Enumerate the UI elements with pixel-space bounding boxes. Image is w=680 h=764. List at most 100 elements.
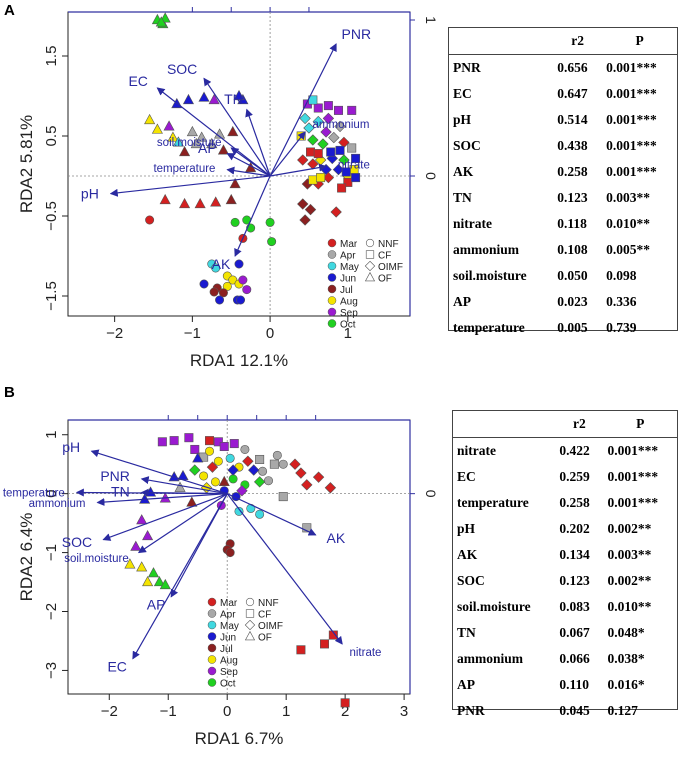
arrow-label: EC bbox=[128, 73, 147, 89]
data-point bbox=[299, 112, 311, 125]
y-tick-label: 1 bbox=[43, 431, 60, 439]
r2-cell: 0.258 bbox=[559, 495, 590, 510]
arrow-label: TN bbox=[224, 91, 243, 107]
data-point bbox=[229, 177, 241, 189]
legend-site-label: NNF bbox=[258, 598, 279, 609]
p-cell: 0.098 bbox=[606, 268, 637, 283]
y-axis-label: RDA2 5.81% bbox=[17, 115, 36, 213]
variable-cell: EC bbox=[457, 469, 476, 484]
data-point bbox=[330, 206, 342, 218]
data-point bbox=[267, 237, 277, 247]
data-point bbox=[227, 125, 239, 137]
data-point bbox=[229, 439, 239, 449]
data-point bbox=[253, 476, 266, 488]
data-point bbox=[322, 112, 335, 125]
data-point bbox=[167, 131, 179, 142]
table-row: PNR 0.656 0.001*** bbox=[449, 55, 677, 82]
arrow-AK bbox=[234, 175, 271, 257]
data-point bbox=[209, 287, 219, 297]
data-point bbox=[186, 125, 198, 137]
r2-cell: 0.656 bbox=[557, 60, 588, 75]
arrow-EC bbox=[156, 87, 271, 177]
header-cell bbox=[453, 411, 556, 438]
y-axis-label: RDA2 6.4% bbox=[17, 513, 36, 602]
p-cell: 0.739 bbox=[606, 320, 637, 335]
data-point bbox=[303, 122, 315, 134]
panel-a: A −2 −1 0 1 −1.5 −0.5 0.5 1.5 1 0 RDA1 12.1% RDA2 5… bbox=[4, 2, 678, 370]
r2-cell: 0.108 bbox=[557, 242, 588, 257]
variable-cell: nitrate bbox=[457, 443, 496, 458]
x-axis-label: RDA1 6.7% bbox=[195, 729, 284, 748]
arrow-label: temperature bbox=[3, 487, 65, 499]
data-point bbox=[189, 464, 201, 476]
variable-cell: temperature bbox=[457, 495, 529, 510]
data-point bbox=[172, 136, 184, 147]
variable-cell: TN bbox=[453, 190, 472, 205]
data-point bbox=[340, 698, 350, 708]
data-point bbox=[142, 529, 154, 541]
data-point bbox=[225, 548, 235, 558]
data-point bbox=[217, 144, 229, 155]
legend-site-label: OF bbox=[258, 633, 272, 644]
legend-site-label: OF bbox=[378, 274, 392, 285]
data-point bbox=[206, 461, 219, 473]
data-point bbox=[297, 154, 309, 166]
data-point bbox=[151, 123, 163, 134]
table-row: soil.moisture 0.083 0.010** bbox=[453, 594, 677, 620]
legend-site-label: OIMF bbox=[258, 621, 283, 632]
data-point bbox=[308, 175, 318, 185]
data-point bbox=[210, 477, 220, 487]
arrow-label: nitrate bbox=[349, 647, 381, 659]
r2-cell: 0.123 bbox=[559, 573, 590, 588]
legend-month-label: Jul bbox=[340, 285, 353, 296]
legend-month-label: Oct bbox=[220, 679, 236, 690]
p-cell: 0.005** bbox=[606, 242, 651, 257]
arrow-nitrate bbox=[226, 493, 343, 645]
legend-month-label: Jun bbox=[340, 274, 356, 285]
r2-cell: 0.045 bbox=[559, 703, 590, 718]
panel-b: B −2 −1 0 1 2 3 −3 −2 −1 0 1 0 RDA1 6.7% RDA2 6.4% pH t… bbox=[0, 382, 680, 764]
data-point bbox=[258, 466, 268, 476]
data-point bbox=[312, 471, 325, 483]
data-point bbox=[278, 459, 288, 469]
y-tick-label: −0.5 bbox=[43, 201, 60, 231]
variable-cell: AK bbox=[457, 547, 478, 562]
legend-swatch-jul bbox=[327, 284, 337, 294]
data-point bbox=[198, 91, 210, 102]
arrow-ammonium bbox=[269, 131, 306, 177]
arrow-label: AK bbox=[327, 530, 346, 546]
arrow-nitrate bbox=[269, 163, 328, 177]
legend-shape-of bbox=[364, 271, 376, 282]
data-point bbox=[302, 523, 312, 533]
table-row: soil.moisture 0.050 0.098 bbox=[449, 263, 677, 289]
x-tick-label: −1 bbox=[160, 703, 177, 720]
data-point bbox=[206, 137, 218, 149]
table-row: AK 0.258 0.001*** bbox=[449, 159, 677, 185]
data-point bbox=[328, 630, 338, 640]
r2-cell: 0.005 bbox=[557, 320, 588, 335]
arrow-label: SOC bbox=[62, 534, 92, 550]
r2-cell: 0.110 bbox=[559, 677, 589, 692]
arrow-EC bbox=[132, 493, 228, 660]
data-point bbox=[169, 436, 179, 446]
table-row: SOC 0.438 0.001*** bbox=[449, 133, 677, 159]
variable-cell: temperature bbox=[453, 320, 525, 335]
p-cell: 0.038* bbox=[607, 651, 645, 666]
data-point bbox=[218, 475, 230, 486]
data-point bbox=[219, 442, 229, 452]
p-cell: 0.001*** bbox=[607, 495, 659, 510]
legend-month-label: May bbox=[220, 621, 239, 632]
legend-swatch-jun bbox=[207, 632, 217, 641]
data-point bbox=[313, 149, 323, 159]
data-point bbox=[184, 433, 194, 443]
arrow-label: pH bbox=[62, 439, 80, 455]
data-point bbox=[338, 154, 350, 166]
arrow-label: AK bbox=[212, 256, 231, 272]
data-point bbox=[347, 105, 357, 115]
legend-site-label: CF bbox=[378, 251, 391, 262]
y-tick-label: 0 bbox=[43, 489, 60, 497]
